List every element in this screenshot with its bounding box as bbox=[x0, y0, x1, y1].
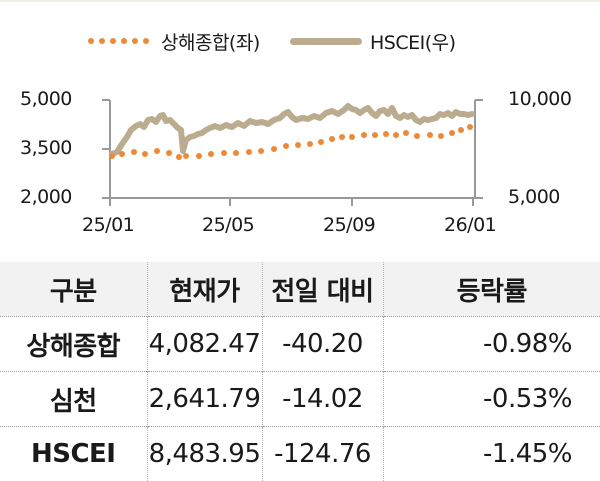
legend-label: HSCEI(우) bbox=[370, 28, 456, 55]
row-name: 상해종합 bbox=[0, 317, 147, 372]
dotted-line-icon bbox=[88, 38, 149, 44]
header-category: 구분 bbox=[0, 262, 147, 317]
row-price: 8,483.95 bbox=[147, 427, 262, 481]
x-tick: 25/09 bbox=[323, 214, 375, 236]
chart-legend: 상해종합(좌) HSCEI(우) bbox=[0, 26, 600, 56]
table-row: 심천 2,641.79 -14.02 -0.53% bbox=[0, 372, 600, 427]
top-border bbox=[0, 0, 600, 2]
header-rate: 등락률 bbox=[383, 262, 600, 317]
legend-label: 상해종합(좌) bbox=[161, 28, 260, 55]
table-row: 상해종합 4,082.47 -40.20 -0.98% bbox=[0, 317, 600, 372]
x-tick: 25/05 bbox=[202, 214, 254, 236]
x-tick: 26/01 bbox=[444, 214, 496, 236]
row-rate: -1.45% bbox=[383, 427, 600, 481]
table-row: HSCEI 8,483.95 -124.76 -1.45% bbox=[0, 427, 600, 481]
row-change: -14.02 bbox=[262, 372, 383, 427]
index-table: 구분 현재가 전일 대비 등락률 상해종합 4,082.47 -40.20 -0… bbox=[0, 262, 600, 481]
row-rate: -0.98% bbox=[383, 317, 600, 372]
header-change: 전일 대비 bbox=[262, 262, 383, 317]
row-name: HSCEI bbox=[0, 427, 147, 481]
row-name: 심천 bbox=[0, 372, 147, 427]
row-price: 2,641.79 bbox=[147, 372, 262, 427]
row-rate: -0.53% bbox=[383, 372, 600, 427]
solid-line-icon bbox=[290, 38, 362, 45]
header-price: 현재가 bbox=[147, 262, 262, 317]
legend-item-hscei: HSCEI(우) bbox=[290, 26, 456, 56]
x-tick: 25/01 bbox=[82, 214, 134, 236]
table-header-row: 구분 현재가 전일 대비 등락률 bbox=[0, 262, 600, 317]
row-price: 4,082.47 bbox=[147, 317, 262, 372]
row-change: -124.76 bbox=[262, 427, 383, 481]
shanghai-dotted-series bbox=[109, 124, 473, 160]
line-chart: 5,000 3,500 2,000 10,000 5,000 bbox=[0, 80, 600, 250]
row-change: -40.20 bbox=[262, 317, 383, 372]
hscei-line bbox=[112, 106, 472, 154]
legend-item-shanghai: 상해종합(좌) bbox=[88, 26, 260, 56]
